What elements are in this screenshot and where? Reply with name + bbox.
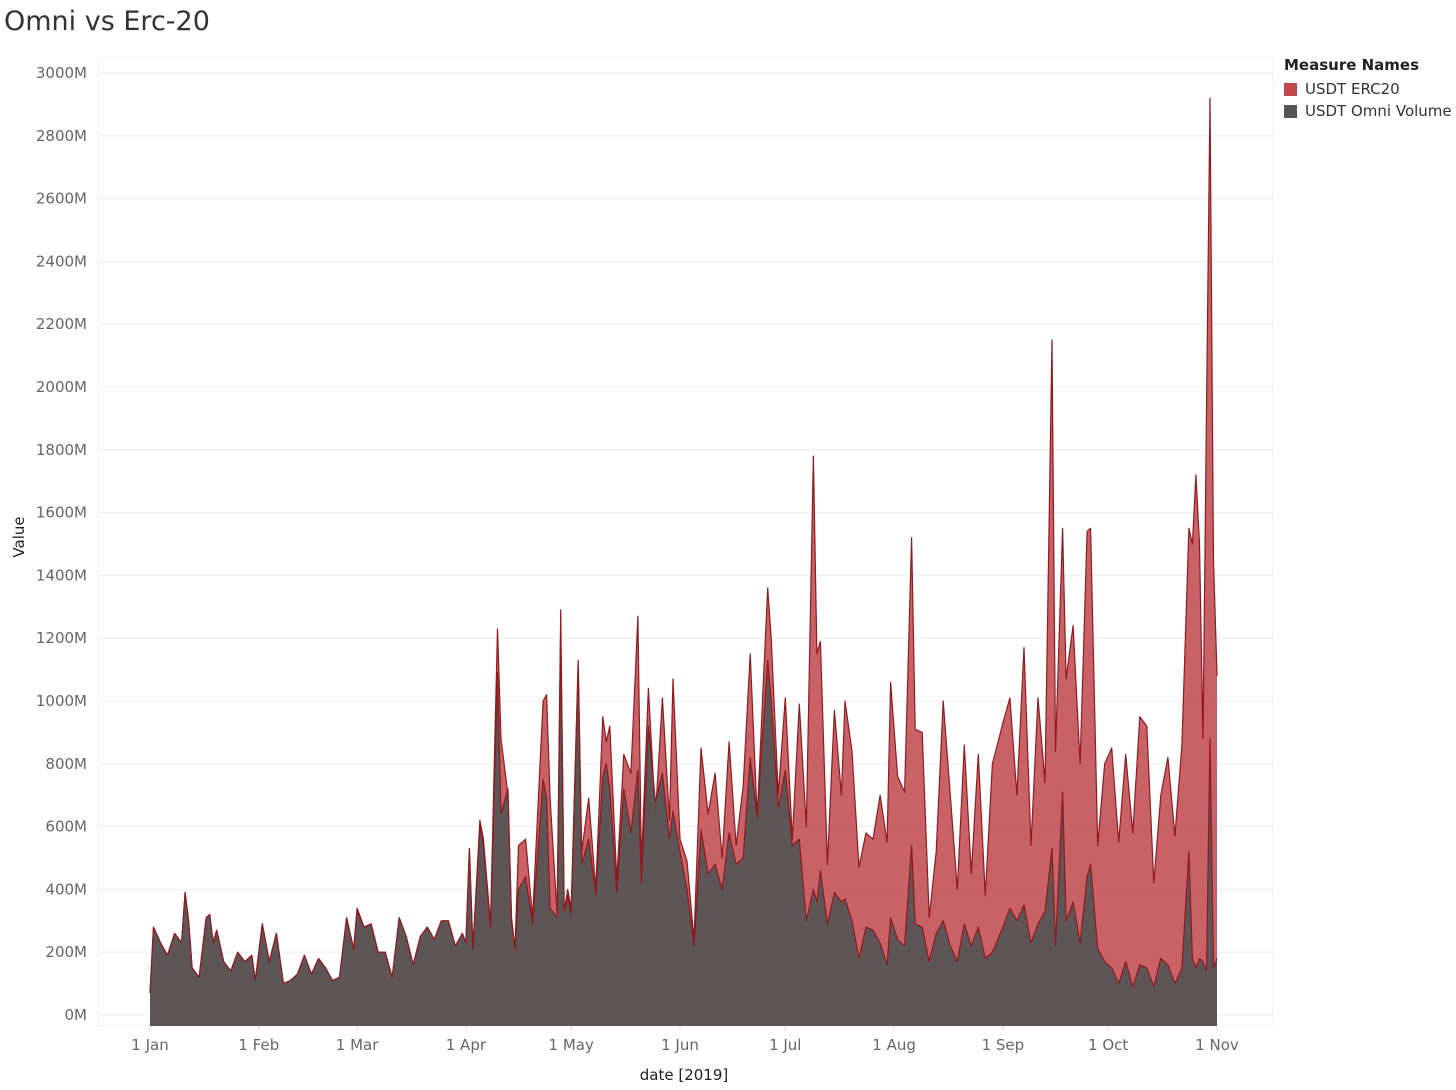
x-tick-label: 1 Feb xyxy=(238,1036,279,1054)
y-tick-label: 2000M xyxy=(36,378,87,396)
y-tick-label: 800M xyxy=(45,755,87,773)
chart-title: Omni vs Erc-20 xyxy=(4,6,210,37)
x-tick-label: 1 Jun xyxy=(661,1036,699,1054)
y-axis-label: Value xyxy=(10,516,28,557)
y-tick-label: 0M xyxy=(65,1006,88,1024)
legend-swatch-erc20 xyxy=(1284,82,1297,96)
x-tick-label: 1 May xyxy=(549,1036,594,1054)
x-tick-label: 1 Mar xyxy=(336,1036,379,1054)
x-tick-label: 1 Jan xyxy=(131,1036,168,1054)
y-axis-ticks: 0M 200M 400M 600M 800M 1000M 1200M 1400M 1600M 18… xyxy=(36,64,87,1024)
y-tick-label: 2400M xyxy=(36,252,87,270)
y-tick-label: 400M xyxy=(45,880,87,898)
y-tick-label: 200M xyxy=(45,943,87,961)
x-tick-label: 1 Aug xyxy=(872,1036,916,1054)
y-tick-label: 1800M xyxy=(36,441,87,459)
y-tick-label: 2600M xyxy=(36,190,87,208)
x-tick-label: 1 Oct xyxy=(1088,1036,1128,1054)
x-tick-label: 1 Jul xyxy=(769,1036,801,1054)
y-tick-label: 2800M xyxy=(36,127,87,145)
x-tick-label: 1 Apr xyxy=(446,1036,487,1054)
legend-swatch-omni xyxy=(1284,104,1297,118)
series-areas xyxy=(149,97,1218,1027)
series-area-0 xyxy=(150,98,1217,1027)
x-axis-ticks: 1 Jan 1 Feb 1 Mar 1 Apr 1 May 1 Jun 1 Jul 1 Aug… xyxy=(131,1026,1239,1054)
y-tick-label: 1200M xyxy=(36,629,87,647)
x-axis-label: date [2019] xyxy=(640,1066,728,1084)
y-tick-label: 3000M xyxy=(36,64,87,82)
series-area-1 xyxy=(150,631,1217,1026)
y-tick-label: 600M xyxy=(45,818,87,836)
x-tick-label: 1 Sep xyxy=(982,1036,1025,1054)
legend-item-erc20[interactable]: USDT ERC20 xyxy=(1284,78,1452,100)
y-tick-label: 1400M xyxy=(36,566,87,584)
legend-label-erc20: USDT ERC20 xyxy=(1305,80,1400,98)
y-tick-label: 1000M xyxy=(36,692,87,710)
y-tick-label: 1600M xyxy=(36,504,87,522)
legend: Measure Names USDT ERC20 USDT Omni Volum… xyxy=(1284,56,1452,122)
legend-item-omni[interactable]: USDT Omni Volume xyxy=(1284,100,1452,122)
y-tick-label: 2200M xyxy=(36,315,87,333)
x-tick-label: 1 Nov xyxy=(1195,1036,1239,1054)
legend-label-omni: USDT Omni Volume xyxy=(1305,102,1452,120)
series-line-1 xyxy=(149,631,1218,994)
legend-title: Measure Names xyxy=(1284,56,1420,74)
